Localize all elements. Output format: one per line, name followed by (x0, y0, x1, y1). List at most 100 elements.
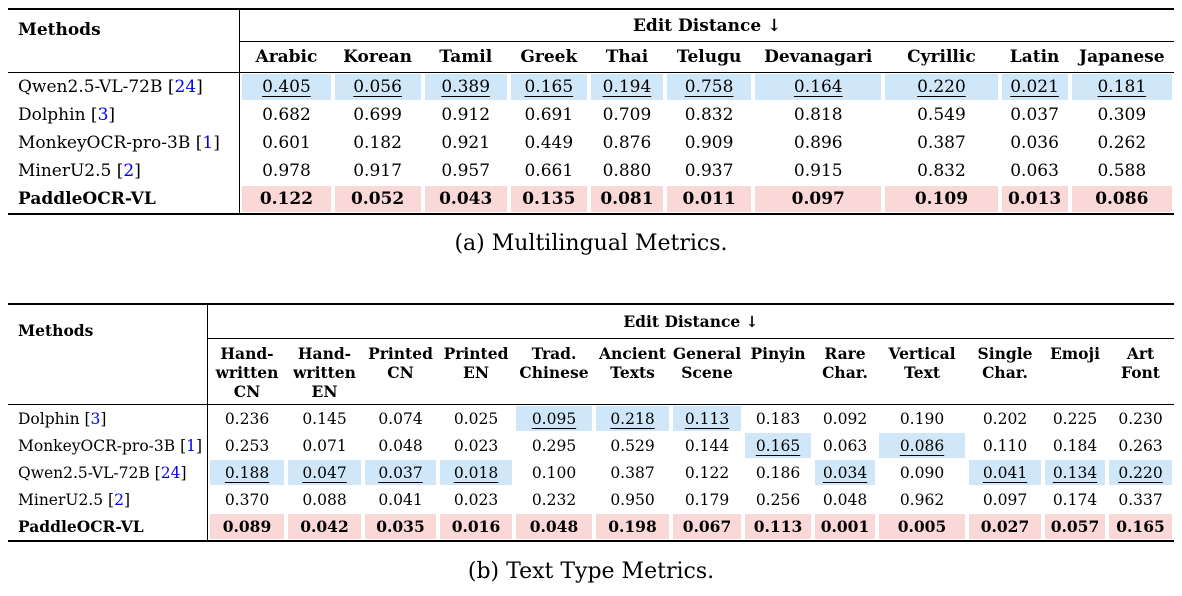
edit-distance-header: Edit Distance ↓ (208, 305, 1175, 339)
table-block: Methods Edit Distance ↓ Arabic Korean Tami… (8, 8, 1174, 259)
metric-cell: 0.013 (1000, 185, 1070, 213)
metric-value: 0.818 (793, 105, 843, 125)
metric-value: 0.134 (1052, 463, 1098, 482)
table-row: PaddleOCR-VL 0.122 0.052 0.043 0.135 0.081 0.0… (8, 185, 1174, 213)
citation-link[interactable]: 3 (97, 105, 109, 125)
metric-value: 0.047 (302, 463, 347, 482)
method-name: PaddleOCR-VL (8, 513, 208, 540)
metric-value: 0.699 (353, 105, 402, 125)
metric-value: 0.035 (376, 517, 425, 536)
metric-cell: 0.194 (589, 73, 665, 101)
method-name: MonkeyOCR-pro-3B [1] (8, 129, 241, 157)
metric-cell: 0.232 (514, 486, 594, 513)
metric-value: 0.198 (608, 517, 657, 536)
method-name: PaddleOCR-VL (8, 185, 241, 213)
metric-cell: 0.529 (594, 432, 671, 459)
column-header: Hand-written EN (286, 339, 363, 405)
table-block: Methods Edit Distance ↓ Hand-written CN Ha… (8, 303, 1175, 587)
methods-column-header: Methods (8, 10, 241, 73)
metric-value: 0.086 (899, 436, 945, 455)
edit-distance-header: Edit Distance ↓ (240, 10, 1174, 42)
citation-link[interactable]: 3 (90, 409, 101, 428)
metric-cell: 0.896 (753, 129, 883, 157)
metric-cell: 0.309 (1070, 101, 1174, 129)
metric-value: 0.915 (793, 161, 843, 181)
metric-value: 0.389 (441, 77, 491, 97)
table-row: Dolphin [3] 0.682 0.699 0.912 0.691 0.709 0.83… (8, 101, 1174, 129)
metric-cell: 0.021 (1000, 73, 1070, 101)
metric-value: 0.691 (524, 105, 574, 125)
column-header: Printed CN (363, 339, 438, 405)
metric-cell: 0.165 (1107, 513, 1174, 540)
column-header: General Scene (671, 339, 743, 405)
metric-value: 0.011 (682, 189, 736, 209)
metric-value: 0.218 (610, 409, 655, 428)
column-header: Trad. Chinese (514, 339, 594, 405)
metric-value: 0.190 (899, 409, 945, 428)
metric-cell: 0.337 (1107, 486, 1174, 513)
metric-value: 0.092 (822, 409, 868, 428)
metric-value: 0.950 (610, 490, 655, 509)
metric-cell: 0.041 (363, 486, 438, 513)
column-header: Art Font (1107, 339, 1175, 405)
metric-cell: 0.100 (514, 459, 594, 486)
metric-cell: 0.256 (743, 486, 813, 513)
citation-link[interactable]: 1 (186, 436, 196, 455)
table-row: MonkeyOCR-pro-3B [1] 0.253 0.071 0.048 0.023… (8, 432, 1174, 459)
metric-cell: 0.122 (671, 459, 743, 486)
metric-value: 0.036 (1010, 133, 1059, 153)
metric-cell: 0.387 (594, 459, 671, 486)
metric-cell: 0.709 (589, 101, 665, 129)
metric-value: 0.109 (914, 189, 969, 209)
metric-cell: 0.449 (509, 129, 589, 157)
metric-value: 0.145 (302, 409, 347, 428)
table-caption: (b) Text Type Metrics. (467, 559, 715, 584)
metric-value: 0.405 (262, 77, 311, 97)
metric-cell: 0.023 (438, 432, 514, 459)
metric-cell: 0.909 (665, 129, 753, 157)
metric-value: 0.186 (755, 463, 801, 482)
metric-cell: 0.042 (286, 513, 363, 540)
metric-cell: 0.880 (589, 157, 665, 185)
metric-cell: 0.086 (877, 432, 967, 459)
metric-cell: 0.220 (883, 73, 999, 101)
group-header-row: Methods Edit Distance ↓ (8, 305, 1175, 405)
metric-cell: 0.134 (1043, 459, 1107, 486)
metric-cell: 0.037 (363, 459, 438, 486)
table-row: Qwen2.5-VL-72B [24] 0.405 0.056 0.389 0.165 0… (8, 73, 1174, 101)
metric-cell: 0.225 (1043, 405, 1107, 432)
metric-cell: 0.052 (333, 185, 423, 213)
metric-cell: 0.699 (333, 101, 423, 129)
citation-link[interactable]: 2 (114, 490, 124, 509)
metric-value: 0.184 (1052, 436, 1098, 455)
column-header: Devanagari (753, 42, 884, 73)
citation-link[interactable]: 24 (174, 77, 197, 97)
citation-link[interactable]: 2 (123, 161, 135, 181)
metric-cell: 0.876 (589, 129, 665, 157)
metric-cell: 0.088 (286, 486, 363, 513)
metric-cell: 0.832 (665, 101, 753, 129)
method-name: Qwen2.5-VL-72B [24] (8, 73, 241, 101)
metric-value: 0.758 (684, 77, 734, 97)
metric-value: 0.122 (684, 463, 730, 482)
column-header: Telugu (665, 42, 754, 73)
metric-value: 0.876 (602, 133, 652, 153)
metric-cell: 0.037 (1000, 101, 1070, 129)
metric-cell: 0.043 (423, 185, 509, 213)
metric-cell: 0.063 (813, 432, 877, 459)
metric-value: 0.165 (755, 436, 801, 455)
metric-value: 0.909 (684, 133, 734, 153)
metric-cell: 0.122 (240, 185, 332, 213)
metric-cell: 0.086 (1070, 185, 1174, 213)
metric-cell: 0.110 (967, 432, 1043, 459)
metric-value: 0.110 (982, 436, 1028, 455)
metric-cell: 0.113 (671, 405, 743, 432)
column-header: Single Char. (967, 339, 1043, 405)
metric-cell: 0.179 (671, 486, 743, 513)
column-header: Thai (588, 42, 665, 73)
table-row: Qwen2.5-VL-72B [24] 0.188 0.047 0.037 0.018 0… (8, 459, 1174, 486)
citation-link[interactable]: 24 (160, 463, 181, 482)
methods-label: Methods (18, 321, 94, 340)
metric-cell: 0.691 (509, 101, 589, 129)
citation-link[interactable]: 1 (202, 133, 214, 153)
